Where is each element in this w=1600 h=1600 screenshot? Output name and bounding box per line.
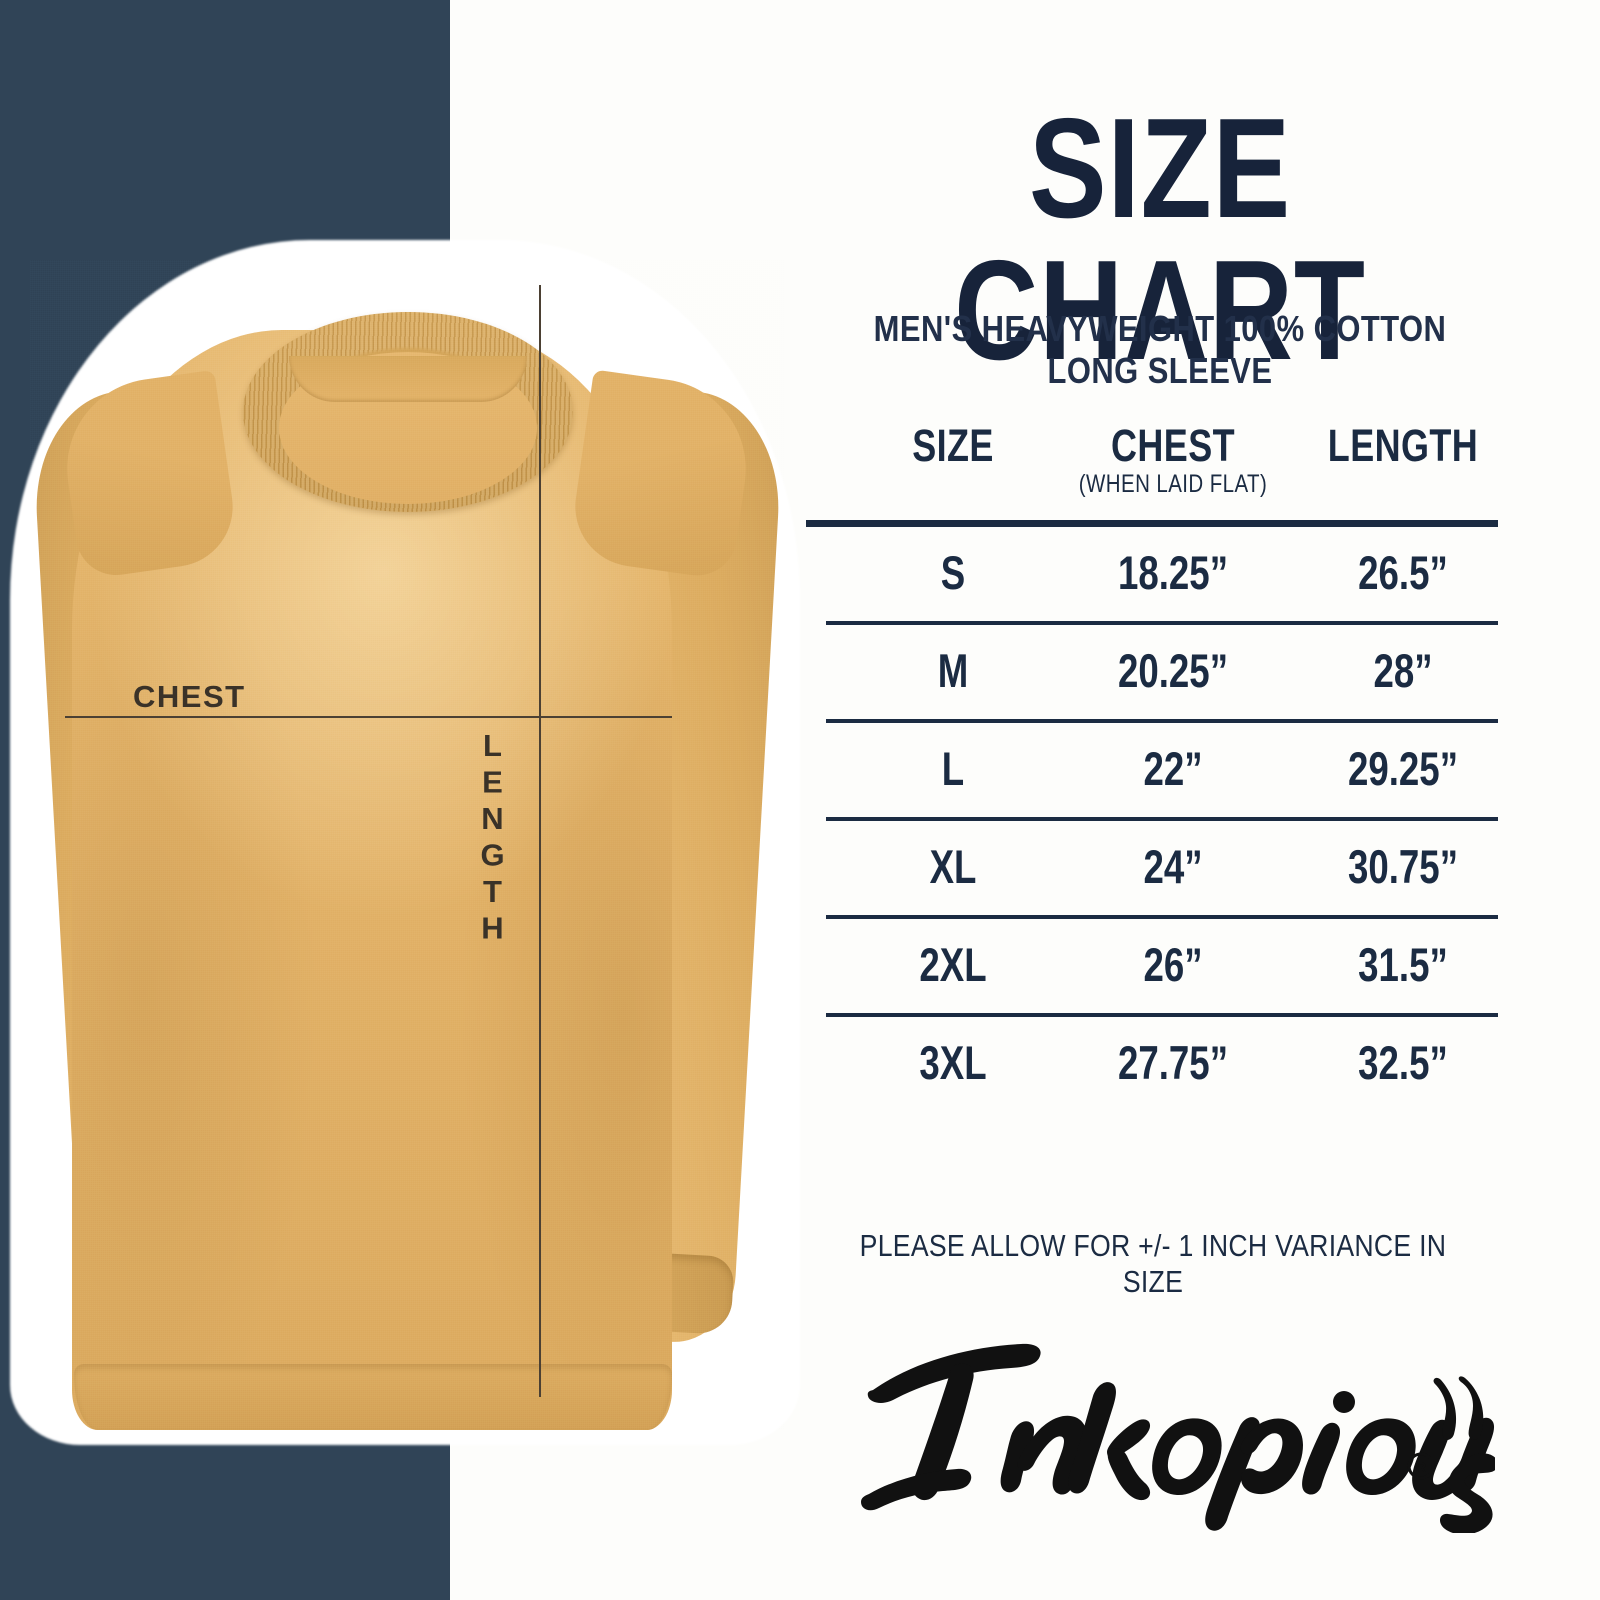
cell-size: 3XL bbox=[919, 1036, 987, 1089]
table-row-divider bbox=[826, 915, 1498, 919]
variance-note: PLEASE ALLOW FOR +/- 1 INCH VARIANCE IN … bbox=[859, 1228, 1447, 1299]
cell-length: 26.5” bbox=[1358, 546, 1448, 599]
column-header-chest-subtitle: (WHEN LAID FLAT) bbox=[1078, 470, 1268, 498]
table-row: M 20.25” 28” bbox=[798, 625, 1508, 719]
cell-length: 31.5” bbox=[1358, 938, 1448, 991]
table-row: 3XL 27.75” 32.5” bbox=[798, 1017, 1508, 1111]
table-row-divider bbox=[826, 719, 1498, 723]
cell-chest: 18.25” bbox=[1117, 546, 1229, 599]
cell-length: 32.5” bbox=[1358, 1036, 1448, 1089]
cell-size: 2XL bbox=[919, 938, 987, 991]
shirt-neck-tape bbox=[288, 356, 527, 402]
cell-size: XL bbox=[929, 840, 977, 893]
brand-logo: R bbox=[835, 1318, 1499, 1535]
cell-chest: 22” bbox=[1143, 742, 1203, 795]
shirt-illustration bbox=[0, 230, 820, 1480]
registered-trademark-icon: R bbox=[1407, 1452, 1435, 1480]
length-measure-line bbox=[539, 285, 541, 1397]
cell-chest: 20.25” bbox=[1117, 644, 1229, 697]
chest-measure-line bbox=[65, 716, 672, 718]
table-row-divider bbox=[826, 1013, 1498, 1017]
cell-chest: 26” bbox=[1143, 938, 1203, 991]
table-row-divider bbox=[826, 817, 1498, 821]
inkopious-wordmark-icon: R bbox=[861, 1343, 1499, 1535]
cell-size: S bbox=[940, 546, 966, 599]
page-title: SIZE CHART bbox=[954, 89, 1366, 390]
shirt-left-shoulder bbox=[55, 369, 241, 581]
cell-chest: 24” bbox=[1143, 840, 1203, 893]
column-header-chest: CHEST bbox=[1110, 420, 1235, 471]
cell-chest: 27.75” bbox=[1117, 1036, 1229, 1089]
chest-measure-label: CHEST bbox=[133, 679, 246, 714]
page-subtitle: MEN'S HEAVYWEIGHT 100% COTTON LONG SLEEV… bbox=[873, 308, 1447, 391]
table-row: L 22” 29.25” bbox=[798, 723, 1508, 817]
table-header-row: SIZE CHEST (WHEN LAID FLAT) LENGTH bbox=[798, 408, 1508, 520]
column-header-size: SIZE bbox=[912, 420, 994, 471]
length-measure-label: LENGTH bbox=[475, 728, 510, 947]
size-table: SIZE CHEST (WHEN LAID FLAT) LENGTH S 18.… bbox=[798, 408, 1508, 1111]
cell-length: 30.75” bbox=[1347, 840, 1459, 893]
cell-length: 29.25” bbox=[1347, 742, 1459, 795]
table-header-divider bbox=[806, 520, 1498, 527]
info-panel: SIZE CHART MEN'S HEAVYWEIGHT 100% COTTON… bbox=[780, 0, 1600, 1600]
table-row: XL 24” 30.75” bbox=[798, 821, 1508, 915]
table-row: 2XL 26” 31.5” bbox=[798, 919, 1508, 1013]
svg-text:R: R bbox=[1416, 1459, 1426, 1475]
shirt-graphic bbox=[30, 260, 785, 1430]
cell-size: M bbox=[937, 644, 969, 697]
cell-size: L bbox=[941, 742, 965, 795]
cell-length: 28” bbox=[1373, 644, 1433, 697]
shirt-right-shoulder bbox=[567, 369, 758, 581]
table-row: S 18.25” 26.5” bbox=[798, 527, 1508, 621]
table-row-divider bbox=[826, 621, 1498, 625]
shirt-hem bbox=[74, 1364, 672, 1430]
column-header-length: LENGTH bbox=[1327, 420, 1479, 471]
